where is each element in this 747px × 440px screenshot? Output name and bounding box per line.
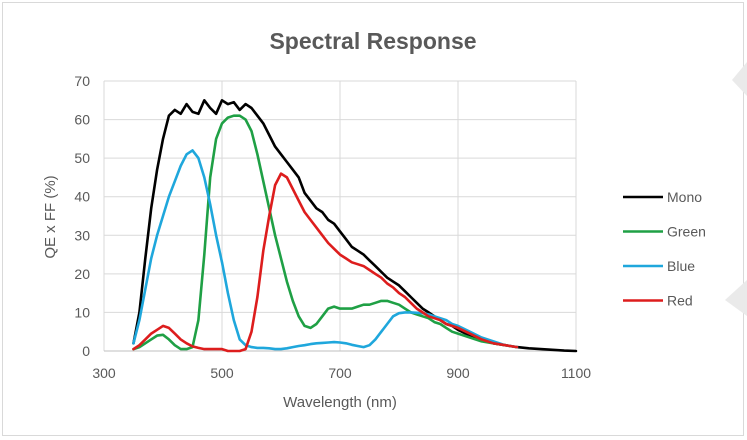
y-tick-label: 0 (82, 343, 90, 359)
spectral-response-chart: Spectral Response QE x FF (%) Wavelength… (42, 28, 706, 411)
x-tick-label: 1100 (561, 365, 591, 381)
y-tick-label: 20 (74, 266, 90, 282)
y-tick-label: 50 (74, 150, 90, 166)
x-tick-label: 300 (92, 365, 116, 381)
series-line-red (132, 172, 519, 353)
legend-label-red: Red (667, 293, 693, 309)
legend: Mono Green Blue Red (623, 189, 706, 309)
chart-frame: Spectral Response QE x FF (%) Wavelength… (2, 2, 744, 436)
legend-label-mono: Mono (667, 189, 702, 205)
series-line-blue (132, 149, 519, 351)
y-tick-label: 10 (74, 304, 90, 320)
x-tick-label: 900 (446, 365, 470, 381)
y-tick-label: 60 (74, 112, 90, 128)
legend-label-blue: Blue (667, 258, 695, 274)
y-tick-label: 70 (74, 73, 90, 89)
page-edge-decoration (707, 0, 747, 438)
chart-title: Spectral Response (269, 28, 476, 54)
x-tick-label: 500 (210, 365, 234, 381)
legend-label-green: Green (667, 224, 706, 240)
x-tick-label: 700 (328, 365, 352, 381)
tick-labels: 0 10 20 30 40 50 60 70 300 500 700 900 1100 (74, 73, 591, 381)
grid-lines (103, 80, 577, 352)
y-tick-label: 30 (74, 227, 90, 243)
x-axis-label: Wavelength (nm) (283, 394, 397, 411)
y-tick-label: 40 (74, 189, 90, 205)
data-series (132, 99, 578, 353)
y-axis-label: QE x FF (%) (42, 175, 59, 258)
